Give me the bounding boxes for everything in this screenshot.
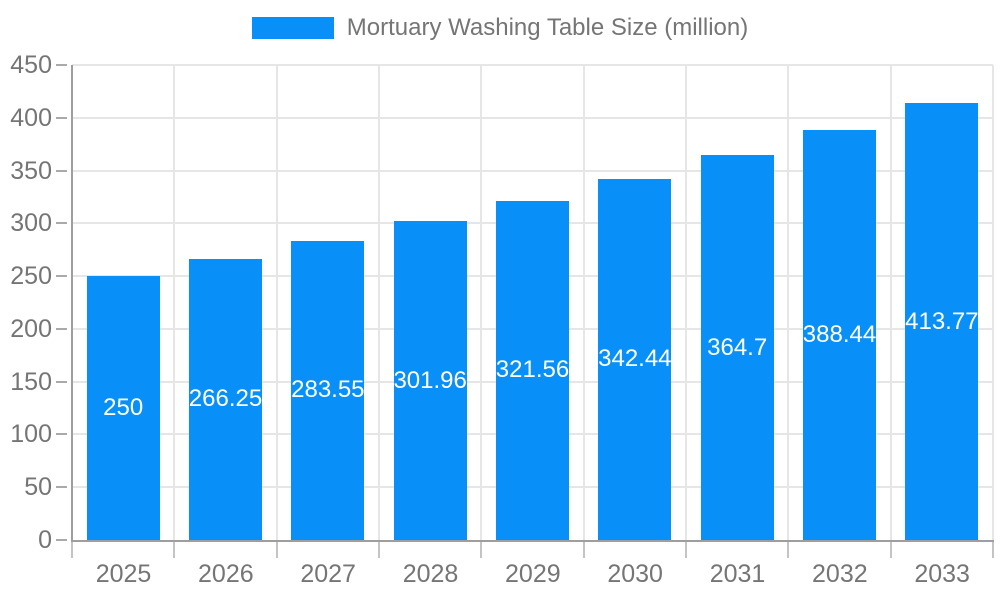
y-axis-tick <box>56 433 67 436</box>
y-axis-label: 350 <box>10 156 52 185</box>
y-axis-label: 50 <box>24 473 52 502</box>
x-axis-label: 2031 <box>709 560 766 588</box>
v-gridline <box>275 65 278 540</box>
y-axis-label: 450 <box>10 51 52 79</box>
x-axis-label: 2030 <box>607 560 663 588</box>
y-axis-label: 0 <box>38 526 52 554</box>
v-gridline <box>889 65 892 540</box>
chart-legend: Mortuary Washing Table Size (million) <box>0 14 1000 43</box>
x-axis-tick <box>480 542 483 558</box>
bar-value-label: 266.25 <box>188 385 263 413</box>
x-axis-tick <box>173 542 176 558</box>
y-axis-tick <box>56 486 67 489</box>
v-gridline <box>992 65 994 540</box>
bar <box>393 221 467 540</box>
x-axis-line <box>71 540 994 542</box>
v-gridline <box>685 65 687 540</box>
h-gridline <box>72 64 993 66</box>
bar-value-label: 388.44 <box>802 320 877 348</box>
y-axis-tick <box>56 380 67 383</box>
legend-label: Mortuary Washing Table Size (million) <box>346 14 749 41</box>
bar <box>189 258 262 540</box>
h-gridline <box>72 169 993 172</box>
y-axis-tick <box>56 116 67 119</box>
bar-value-label: 413.77 <box>905 307 979 335</box>
bar <box>905 103 979 540</box>
x-axis-label: 2026 <box>198 560 254 588</box>
bar-value-label: 364.7 <box>707 333 768 361</box>
x-axis-tick <box>992 542 994 558</box>
x-axis-label: 2027 <box>300 560 356 588</box>
x-axis-tick <box>685 542 687 558</box>
x-axis-tick <box>378 542 380 558</box>
y-axis-label: 100 <box>10 420 52 449</box>
y-axis-tick <box>56 327 67 330</box>
v-gridline <box>173 65 176 540</box>
x-axis-tick <box>275 542 278 558</box>
v-gridline <box>787 65 790 540</box>
bar <box>803 129 876 540</box>
y-axis-label: 400 <box>10 103 52 132</box>
bar <box>86 276 160 540</box>
y-axis-tick <box>56 275 67 278</box>
h-gridline <box>72 116 993 119</box>
y-axis-label: 300 <box>10 209 52 238</box>
y-axis-label: 250 <box>10 262 52 291</box>
x-axis-tick <box>71 542 73 558</box>
y-axis-tick <box>56 222 67 225</box>
x-axis-tick <box>889 542 892 558</box>
v-gridline <box>480 65 483 540</box>
y-axis-label: 200 <box>10 314 52 343</box>
bar-value-label: 301.96 <box>393 366 467 394</box>
bar <box>598 178 672 540</box>
bar <box>496 200 569 540</box>
x-axis-label: 2029 <box>505 560 561 588</box>
bar <box>700 155 774 540</box>
bar-value-label: 283.55 <box>291 376 365 404</box>
x-axis-label: 2028 <box>402 560 459 588</box>
x-axis-label: 2032 <box>812 560 868 588</box>
v-gridline <box>378 65 380 540</box>
x-axis-tick <box>582 542 585 558</box>
y-axis-label: 150 <box>10 367 52 396</box>
bar-value-label: 321.56 <box>495 356 570 384</box>
y-axis-tick <box>56 539 67 541</box>
y-axis-line <box>71 65 73 542</box>
x-axis-tick <box>787 542 790 558</box>
x-axis-label: 2025 <box>95 560 152 588</box>
legend-swatch <box>251 17 334 40</box>
x-axis-label: 2033 <box>914 560 970 588</box>
bar <box>291 240 365 540</box>
bar-value-label: 342.44 <box>598 345 672 373</box>
y-axis-tick <box>56 169 67 172</box>
y-axis-tick <box>56 64 67 66</box>
bar-value-label: 250 <box>103 394 144 422</box>
v-gridline <box>582 65 585 540</box>
